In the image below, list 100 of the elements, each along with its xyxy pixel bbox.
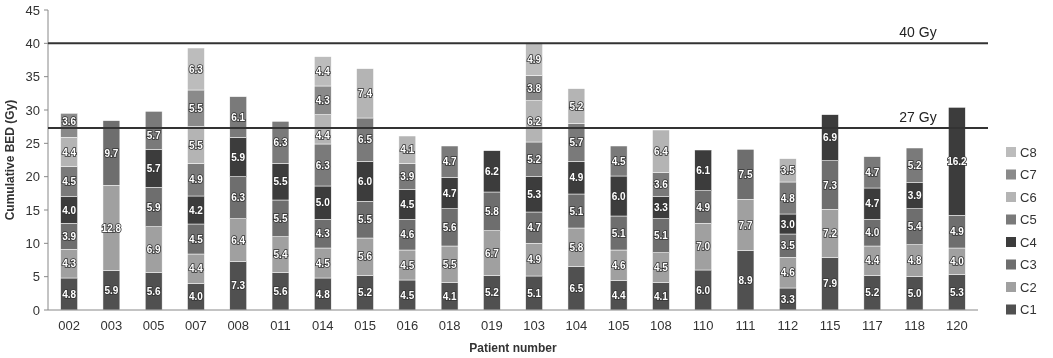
y-tick-label: 35 — [25, 69, 40, 85]
data-label: 5.3 — [949, 286, 965, 298]
x-tick-label: 105 — [607, 318, 630, 333]
data-label: 5.1 — [527, 287, 542, 299]
data-label: 4.7 — [865, 166, 880, 178]
data-label: 4.5 — [62, 176, 77, 188]
data-label: 4.7 — [527, 222, 542, 234]
data-label: 4.4 — [62, 146, 77, 158]
data-label: 6.4 — [231, 234, 246, 246]
data-label: 6.9 — [823, 132, 838, 144]
data-label: 4.5 — [189, 233, 204, 245]
data-label: 5.5 — [273, 212, 288, 224]
data-label: 4.1 — [654, 290, 669, 302]
data-label: 6.0 — [611, 190, 627, 202]
x-tick-label: 018 — [438, 318, 461, 333]
data-label: 5.2 — [865, 287, 880, 299]
data-label: 4.3 — [315, 94, 331, 106]
data-label: 4.7 — [442, 156, 457, 168]
data-label: 5.1 — [654, 230, 669, 242]
ref-line-label: 27 Gy — [899, 109, 937, 125]
data-label: 4.4 — [315, 65, 331, 77]
data-label: 4.4 — [189, 263, 204, 275]
data-label: 5.0 — [315, 197, 331, 209]
data-label: 7.9 — [823, 278, 838, 290]
data-label: 5.1 — [569, 205, 584, 217]
legend-label: C7 — [1020, 167, 1037, 183]
data-label: 4.4 — [865, 255, 880, 267]
data-label: 4.3 — [62, 258, 77, 270]
x-tick-label: 019 — [481, 318, 503, 333]
x-tick-label: 016 — [396, 318, 419, 333]
data-label: 7.5 — [738, 168, 753, 180]
data-label: 6.2 — [484, 165, 500, 177]
data-label: 4.5 — [654, 262, 669, 274]
x-tick-label: 104 — [565, 318, 588, 333]
data-label: 6.7 — [484, 247, 500, 259]
data-label: 4.8 — [780, 192, 796, 204]
data-label: 5.7 — [146, 162, 162, 174]
data-label: 5.7 — [146, 129, 162, 141]
y-tick-label: 25 — [25, 135, 40, 151]
data-label: 7.3 — [823, 179, 838, 191]
data-label: 3.8 — [527, 82, 542, 94]
data-label: 6.3 — [231, 192, 246, 204]
data-label: 4.5 — [400, 259, 415, 271]
data-label: 3.3 — [654, 202, 669, 214]
data-label: 5.8 — [484, 205, 500, 217]
data-label: 5.5 — [273, 176, 288, 188]
data-label: 5.6 — [273, 285, 288, 297]
data-label: 4.9 — [569, 172, 584, 184]
y-tick-label: 30 — [25, 102, 40, 118]
data-label: 5.5 — [189, 139, 204, 151]
data-label: 6.0 — [696, 284, 711, 296]
data-label: 8.9 — [738, 274, 753, 286]
data-label: 6.9 — [146, 244, 162, 256]
data-label: 5.6 — [146, 285, 162, 297]
data-label: 4.9 — [949, 226, 965, 238]
data-label: 6.0 — [358, 175, 373, 187]
data-label: 3.9 — [400, 170, 415, 182]
data-label: 5.0 — [907, 287, 922, 299]
data-label: 4.6 — [780, 267, 796, 279]
data-label: 5.2 — [569, 100, 584, 112]
data-label: 7.7 — [738, 219, 753, 231]
data-label: 5.4 — [907, 221, 922, 233]
data-label: 6.1 — [231, 111, 246, 123]
data-label: 5.3 — [527, 188, 542, 200]
data-label: 3.6 — [654, 179, 669, 191]
y-tick-label: 0 — [32, 302, 40, 318]
data-label: 5.9 — [146, 201, 162, 213]
data-label: 5.9 — [231, 151, 246, 163]
data-label: 6.5 — [569, 282, 584, 294]
data-label: 6.2 — [527, 115, 542, 127]
data-label: 5.4 — [273, 249, 288, 261]
x-tick-label: 110 — [692, 318, 714, 333]
data-label: 4.2 — [189, 204, 204, 216]
legend-label: C3 — [1020, 257, 1037, 273]
x-tick-label: 005 — [142, 318, 165, 333]
data-label: 4.8 — [315, 288, 331, 300]
ref-line-label: 40 Gy — [899, 24, 937, 41]
data-label: 4.9 — [696, 201, 711, 213]
x-tick-label: 014 — [311, 318, 334, 333]
x-tick-label: 120 — [946, 318, 968, 333]
data-label: 3.5 — [780, 240, 796, 252]
data-label: 6.3 — [315, 159, 331, 171]
data-label: 4.0 — [865, 227, 880, 239]
data-label: 4.3 — [315, 228, 331, 240]
data-label: 3.0 — [780, 218, 796, 230]
y-tick-label: 20 — [25, 169, 40, 185]
data-label: 4.4 — [315, 129, 331, 141]
data-label: 4.5 — [315, 257, 331, 269]
x-tick-label: 015 — [354, 318, 376, 333]
x-tick-label: 108 — [650, 318, 672, 333]
x-tick-label: 002 — [58, 318, 80, 333]
data-label: 5.5 — [442, 258, 457, 270]
x-tick-label: 008 — [227, 318, 250, 333]
y-tick-label: 10 — [25, 235, 40, 251]
data-label: 5.2 — [358, 287, 373, 299]
data-label: 5.2 — [907, 159, 922, 171]
data-label: 7.0 — [696, 241, 711, 253]
y-tick-label: 40 — [25, 35, 40, 51]
x-tick-label: 011 — [270, 318, 291, 333]
data-label: 5.5 — [358, 214, 373, 226]
